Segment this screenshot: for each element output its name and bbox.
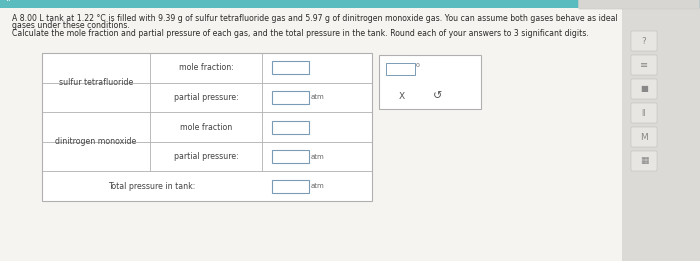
FancyBboxPatch shape: [631, 127, 657, 147]
Text: ⅠⅠ: ⅠⅠ: [642, 109, 646, 117]
Text: ≡: ≡: [640, 60, 648, 70]
FancyBboxPatch shape: [0, 0, 622, 261]
FancyBboxPatch shape: [631, 55, 657, 75]
Text: 0: 0: [416, 63, 420, 68]
Text: Calculate the mole fraction and partial pressure of each gas, and the total pres: Calculate the mole fraction and partial …: [12, 29, 589, 38]
Text: mole fraction:: mole fraction:: [178, 63, 233, 72]
Text: ˄: ˄: [6, 0, 10, 9]
FancyBboxPatch shape: [631, 31, 657, 51]
Text: ↺: ↺: [433, 91, 442, 101]
Text: ■: ■: [640, 85, 648, 93]
Text: dinitrogen monoxide: dinitrogen monoxide: [55, 137, 136, 146]
Text: X: X: [399, 92, 405, 101]
FancyBboxPatch shape: [42, 53, 372, 201]
FancyBboxPatch shape: [622, 0, 700, 261]
Text: partial pressure:: partial pressure:: [174, 152, 238, 161]
FancyBboxPatch shape: [272, 150, 309, 163]
Text: ▦: ▦: [640, 157, 648, 165]
Text: atm: atm: [311, 154, 325, 159]
Text: M: M: [640, 133, 648, 141]
FancyBboxPatch shape: [0, 0, 700, 8]
Text: partial pressure:: partial pressure:: [174, 93, 238, 102]
Text: A 8.00 L tank at 1.22 °C is filled with 9.39 g of sulfur tetrafluoride gas and 5: A 8.00 L tank at 1.22 °C is filled with …: [12, 14, 617, 23]
FancyBboxPatch shape: [272, 61, 309, 74]
Text: gases under these conditions.: gases under these conditions.: [12, 21, 130, 30]
FancyBboxPatch shape: [631, 103, 657, 123]
FancyBboxPatch shape: [631, 79, 657, 99]
FancyBboxPatch shape: [379, 55, 481, 109]
FancyBboxPatch shape: [578, 0, 699, 9]
FancyBboxPatch shape: [272, 180, 309, 193]
Text: sulfur tetrafluoride: sulfur tetrafluoride: [59, 78, 133, 87]
FancyBboxPatch shape: [272, 91, 309, 104]
Text: atm: atm: [311, 183, 325, 189]
FancyBboxPatch shape: [631, 151, 657, 171]
FancyBboxPatch shape: [386, 63, 414, 75]
Text: atm: atm: [311, 94, 325, 100]
FancyBboxPatch shape: [272, 121, 309, 133]
Text: Total pressure in tank:: Total pressure in tank:: [108, 182, 195, 191]
Text: ?: ?: [642, 37, 646, 45]
Text: mole fraction: mole fraction: [180, 122, 232, 132]
